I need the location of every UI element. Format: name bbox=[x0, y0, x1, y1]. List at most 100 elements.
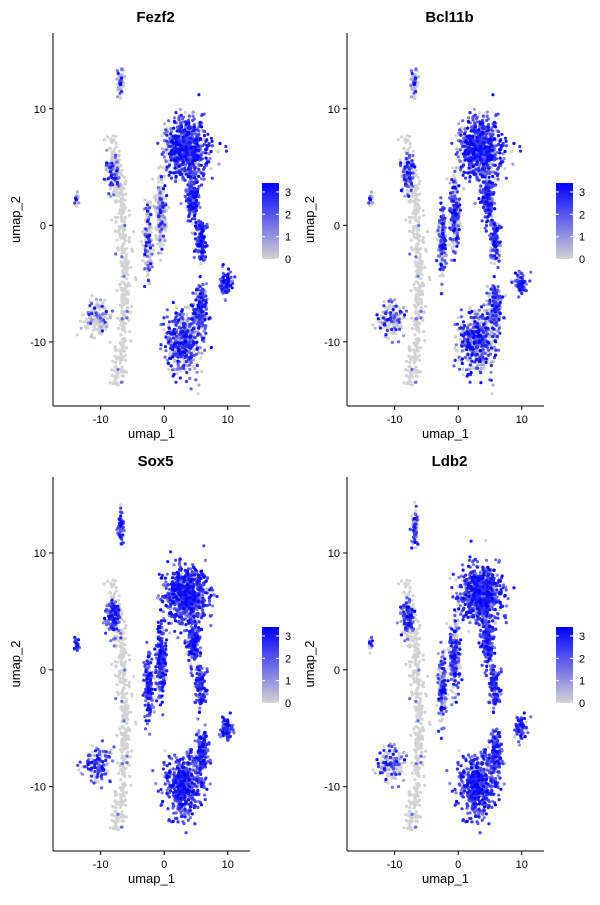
cell-point bbox=[86, 321, 89, 324]
cell-point bbox=[464, 356, 467, 359]
cell-point bbox=[83, 320, 86, 323]
cell-point bbox=[391, 341, 394, 344]
cell-point bbox=[99, 298, 102, 301]
cell-point bbox=[423, 339, 426, 342]
cell-point bbox=[182, 313, 185, 316]
cell-point bbox=[76, 190, 79, 193]
cell-point bbox=[188, 163, 191, 166]
cell-point bbox=[397, 138, 400, 141]
cell-point bbox=[175, 372, 178, 375]
cell-point bbox=[105, 325, 108, 328]
cell-point bbox=[114, 146, 117, 149]
cell-point bbox=[455, 343, 458, 346]
cell-point bbox=[129, 339, 132, 342]
cell-point bbox=[143, 285, 146, 288]
cell-point bbox=[191, 292, 194, 295]
cell-point bbox=[465, 368, 468, 371]
cell-point bbox=[123, 204, 126, 207]
cell-point bbox=[408, 379, 411, 382]
cell-point bbox=[114, 252, 117, 255]
cell-point bbox=[164, 128, 167, 131]
cell-point bbox=[185, 190, 188, 193]
cell-point bbox=[122, 194, 125, 197]
cell-point bbox=[499, 244, 502, 247]
cell-point bbox=[197, 168, 200, 171]
cell-point bbox=[149, 213, 152, 216]
cell-point bbox=[201, 337, 204, 340]
cell-point bbox=[393, 298, 396, 301]
cell-point bbox=[202, 236, 205, 239]
cell-point bbox=[112, 139, 115, 142]
cell-point bbox=[123, 275, 126, 278]
cell-point bbox=[208, 157, 211, 160]
cell-point bbox=[123, 250, 126, 253]
cell-point bbox=[90, 335, 93, 338]
cell-point bbox=[171, 368, 174, 371]
cell-point bbox=[141, 230, 144, 233]
cell-point bbox=[161, 147, 164, 150]
cell-point bbox=[164, 349, 167, 352]
cell-point bbox=[210, 346, 213, 349]
cell-point bbox=[161, 201, 164, 204]
cell-point bbox=[90, 318, 93, 321]
cell-point bbox=[146, 273, 149, 276]
cell-point bbox=[405, 310, 408, 313]
cell-point bbox=[457, 155, 460, 158]
cell-point bbox=[184, 355, 187, 358]
cell-point bbox=[119, 355, 122, 358]
cell-point bbox=[131, 250, 134, 253]
panel-title: Bcl11b bbox=[425, 9, 473, 26]
cell-point bbox=[116, 181, 119, 184]
cell-point bbox=[185, 123, 188, 126]
cell-point bbox=[105, 168, 108, 171]
cell-point bbox=[418, 259, 421, 262]
cell-point bbox=[193, 176, 196, 179]
cell-point bbox=[455, 350, 458, 353]
cell-point bbox=[160, 228, 163, 231]
cell-point bbox=[415, 269, 418, 272]
cell-point bbox=[167, 368, 170, 371]
cell-point bbox=[141, 259, 144, 262]
cell-point bbox=[400, 135, 403, 138]
cell-point bbox=[121, 365, 124, 368]
cell-point bbox=[410, 239, 413, 242]
cell-point bbox=[115, 78, 118, 81]
cell-point bbox=[111, 310, 114, 313]
cell-point bbox=[404, 218, 407, 221]
cell-point bbox=[183, 155, 186, 158]
cell-point bbox=[144, 227, 147, 230]
cell-point bbox=[182, 345, 185, 348]
cell-point bbox=[128, 214, 131, 217]
cell-point bbox=[191, 222, 194, 225]
cell-point bbox=[204, 327, 207, 330]
cell-point bbox=[122, 281, 125, 284]
cell-point bbox=[209, 150, 212, 153]
cell-point bbox=[410, 95, 413, 98]
cell-point bbox=[115, 220, 118, 223]
cell-point bbox=[189, 175, 192, 178]
cell-point bbox=[370, 190, 373, 193]
cell-point bbox=[201, 113, 204, 116]
cell-point bbox=[76, 333, 79, 336]
cell-point bbox=[419, 346, 422, 349]
cell-point bbox=[200, 257, 203, 260]
cell-point bbox=[115, 160, 118, 163]
cell-point bbox=[75, 198, 78, 201]
cell-point bbox=[187, 205, 190, 208]
cell-point bbox=[424, 305, 427, 308]
cell-point bbox=[168, 357, 171, 360]
cell-point bbox=[159, 242, 162, 245]
cell-point bbox=[476, 313, 479, 316]
y-tick-label: 0 bbox=[40, 220, 46, 232]
cell-point bbox=[188, 124, 191, 127]
cell-point bbox=[193, 158, 196, 161]
cell-point bbox=[134, 276, 137, 279]
cell-point bbox=[211, 140, 214, 143]
cell-point bbox=[171, 355, 174, 358]
cell-point bbox=[204, 332, 207, 335]
cell-point bbox=[161, 221, 164, 224]
cell-point bbox=[114, 348, 117, 351]
cell-point bbox=[202, 299, 205, 302]
cell-point bbox=[118, 228, 121, 231]
